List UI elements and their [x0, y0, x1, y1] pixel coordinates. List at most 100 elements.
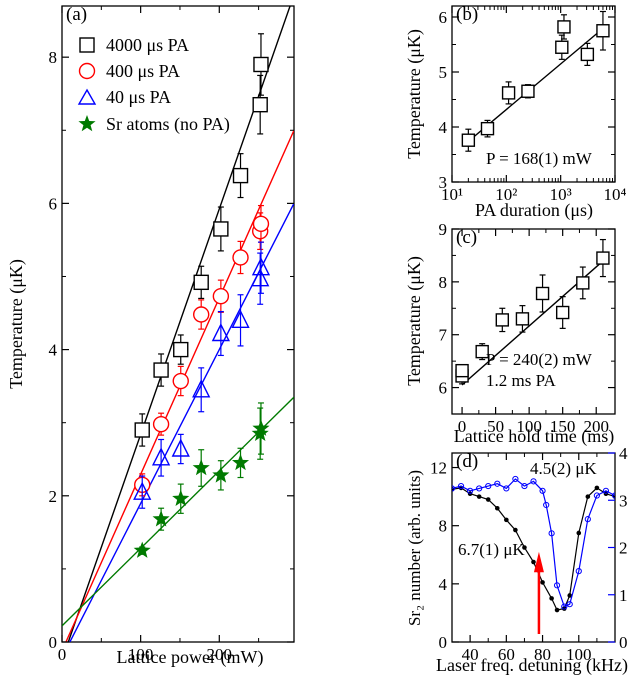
data-series: [455, 238, 610, 385]
legend-square-marker: [79, 37, 95, 53]
x-tick-label: 50: [487, 417, 504, 436]
y-tick-label: 8: [49, 48, 58, 67]
dot-marker: [554, 607, 560, 613]
square-marker: [475, 344, 489, 359]
dot-marker: [485, 497, 491, 502]
square-marker: [521, 84, 535, 98]
x-tick-label: 0: [458, 417, 467, 436]
x-tick-label: 10²: [495, 185, 517, 204]
open-circle-marker: [553, 582, 561, 589]
y-tick-label: 7: [439, 326, 448, 345]
y-tick-label: 3: [439, 173, 448, 192]
square-marker: [455, 363, 469, 378]
triangle-marker: [231, 309, 250, 329]
square-marker: [515, 312, 530, 326]
square-marker: [213, 221, 229, 237]
legend-item-sr-atoms: Sr atoms (no PA): [78, 114, 230, 135]
triangle-marker: [192, 379, 211, 398]
star-marker: [133, 541, 151, 558]
panel-a-x-axis-label: Lattice power (mW): [117, 647, 264, 668]
square-marker: [232, 167, 249, 184]
fit-line: [62, 396, 294, 627]
panel-c-temperature-vs-hold-time: 0 50 100 150 200 6 7 8 9 (c) P = 240(2) mW 1.2 m…: [404, 220, 616, 447]
open-circle-marker: [503, 485, 510, 492]
triangle-marker: [151, 447, 171, 466]
legend-label-40us: 40 μs PA: [106, 87, 171, 107]
right-y-tick-label: 1: [619, 586, 628, 605]
legend-item-400us: 400 μs PA: [78, 61, 180, 81]
panel-d-x-axis-label: Laser freq. detuning (kHz): [436, 655, 628, 676]
dot-marker: [504, 517, 509, 523]
star-marker: [192, 459, 210, 476]
x-tick-label: 10¹: [441, 185, 463, 204]
data-series: [134, 33, 269, 447]
x-tick-label: 10³: [550, 185, 572, 204]
square-marker: [501, 86, 516, 100]
square-marker: [480, 121, 495, 136]
open-circle-marker: [561, 603, 568, 610]
y-tick-label: 8: [439, 273, 448, 292]
panel-a-y-axis-label: Temperature (μK): [6, 259, 27, 389]
right-y-tick-label: 4: [619, 444, 628, 463]
red-arrow-head: [533, 551, 544, 573]
data-series: [134, 204, 270, 497]
open-circle-marker: [539, 487, 546, 494]
y-tick-label: 9: [439, 220, 448, 239]
y-tick-label: 2: [49, 487, 58, 506]
open-circle-marker: [543, 501, 550, 509]
dot-marker: [585, 494, 591, 499]
square-marker: [253, 56, 269, 73]
open-circle-marker: [494, 480, 501, 487]
square-marker: [596, 24, 610, 38]
legend-item-4000us: 4000 μs PA: [79, 35, 189, 55]
square-marker: [252, 96, 268, 113]
legend-label-sr-atoms: Sr atoms (no PA): [106, 114, 230, 135]
triangle-marker: [211, 322, 230, 342]
star-marker: [152, 510, 170, 527]
open-circle-marker: [512, 475, 519, 483]
series-line: [452, 478, 615, 608]
right-y-tick-label: 2: [619, 539, 628, 558]
x-tick-label: 100: [566, 645, 592, 664]
triangle-marker: [251, 268, 270, 287]
y-tick-label: 8: [439, 517, 448, 536]
dot-marker: [567, 593, 573, 598]
dot-marker: [549, 596, 554, 601]
legend-star-marker: [78, 115, 96, 132]
y-tick-label: 6: [49, 194, 58, 213]
triangle-marker: [251, 257, 271, 276]
open-circle-marker: [521, 482, 528, 490]
open-circle-marker: [593, 492, 600, 499]
square-marker: [535, 286, 550, 301]
square-marker: [193, 274, 209, 291]
panel-c-y-axis-label: Temperature (μK): [404, 256, 425, 386]
open-circle-marker: [452, 485, 456, 492]
open-circle-marker: [584, 516, 591, 523]
panel-c-annotation-pa: 1.2 ms PA: [486, 371, 556, 390]
star-marker: [231, 453, 250, 471]
dot-marker: [476, 494, 482, 499]
panel-a-temperature-vs-lattice-power: 0 100 200 0 2 4 6 8 (a) Lattice power (mW) Temp…: [6, 4, 295, 668]
x-tick-label: 40: [462, 645, 479, 664]
panel-b-frame: [451, 5, 616, 183]
panel-d-black-series-label: 6.7(1) μK: [458, 540, 525, 559]
x-tick-label: 200: [207, 645, 233, 664]
open-circle-marker: [548, 530, 555, 537]
y-tick-label: 0: [439, 633, 448, 652]
dot-marker: [494, 505, 500, 511]
right-y-tick-label: 3: [619, 491, 628, 510]
open-circle-marker: [566, 601, 573, 608]
dot-marker: [522, 545, 527, 550]
y-tick-label: 4: [439, 118, 448, 137]
panel-b-label: (b): [456, 4, 478, 25]
dot-marker: [531, 559, 536, 565]
right-y-tick-label: 0: [619, 633, 628, 652]
square-marker: [461, 133, 476, 147]
circle-marker: [192, 306, 210, 323]
panel-b-y-axis-label: Temperature (μK): [404, 29, 425, 159]
open-circle-marker: [530, 478, 537, 485]
circle-marker: [232, 249, 249, 266]
dot-marker: [576, 530, 582, 536]
y-tick-label: 5: [439, 63, 448, 82]
